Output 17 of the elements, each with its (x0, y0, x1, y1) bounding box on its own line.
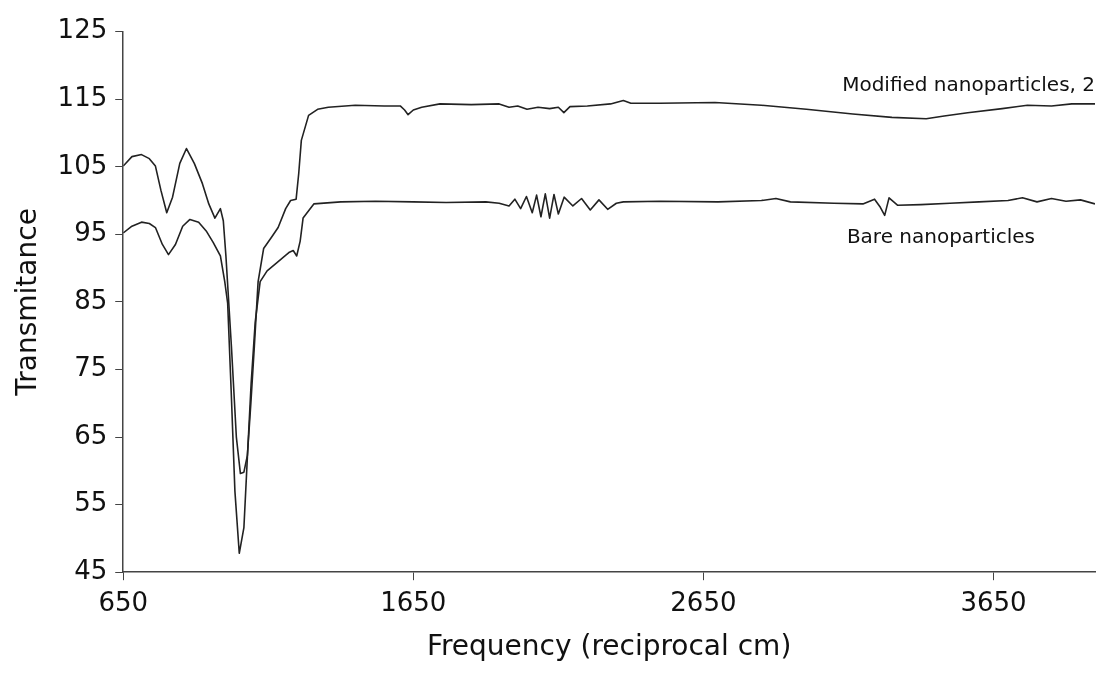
x-tick-label: 1650 (380, 586, 447, 617)
y-tick-label: 105 (57, 149, 108, 180)
y-tick-label: 75 (74, 352, 108, 383)
x-axis-title: Frequency (reciprocal cm) (426, 629, 792, 663)
y-tick-label: 65 (74, 419, 108, 450)
y-tick-label: 55 (74, 487, 108, 518)
x-tick-label: 2650 (670, 586, 737, 617)
y-tick-label: 125 (57, 14, 108, 45)
series-label: Modified nanoparticles, 2 (842, 72, 1095, 97)
x-tick-label: 3650 (960, 586, 1027, 617)
y-tick-label: 45 (74, 554, 108, 585)
x-tick-label: 650 (98, 586, 149, 617)
series-label: Bare nanoparticles (846, 224, 1035, 249)
y-tick-label: 85 (74, 284, 108, 315)
y-tick-label: 115 (57, 81, 108, 112)
y-axis-title: Transmitance (10, 208, 44, 397)
y-tick-label: 95 (74, 217, 108, 248)
